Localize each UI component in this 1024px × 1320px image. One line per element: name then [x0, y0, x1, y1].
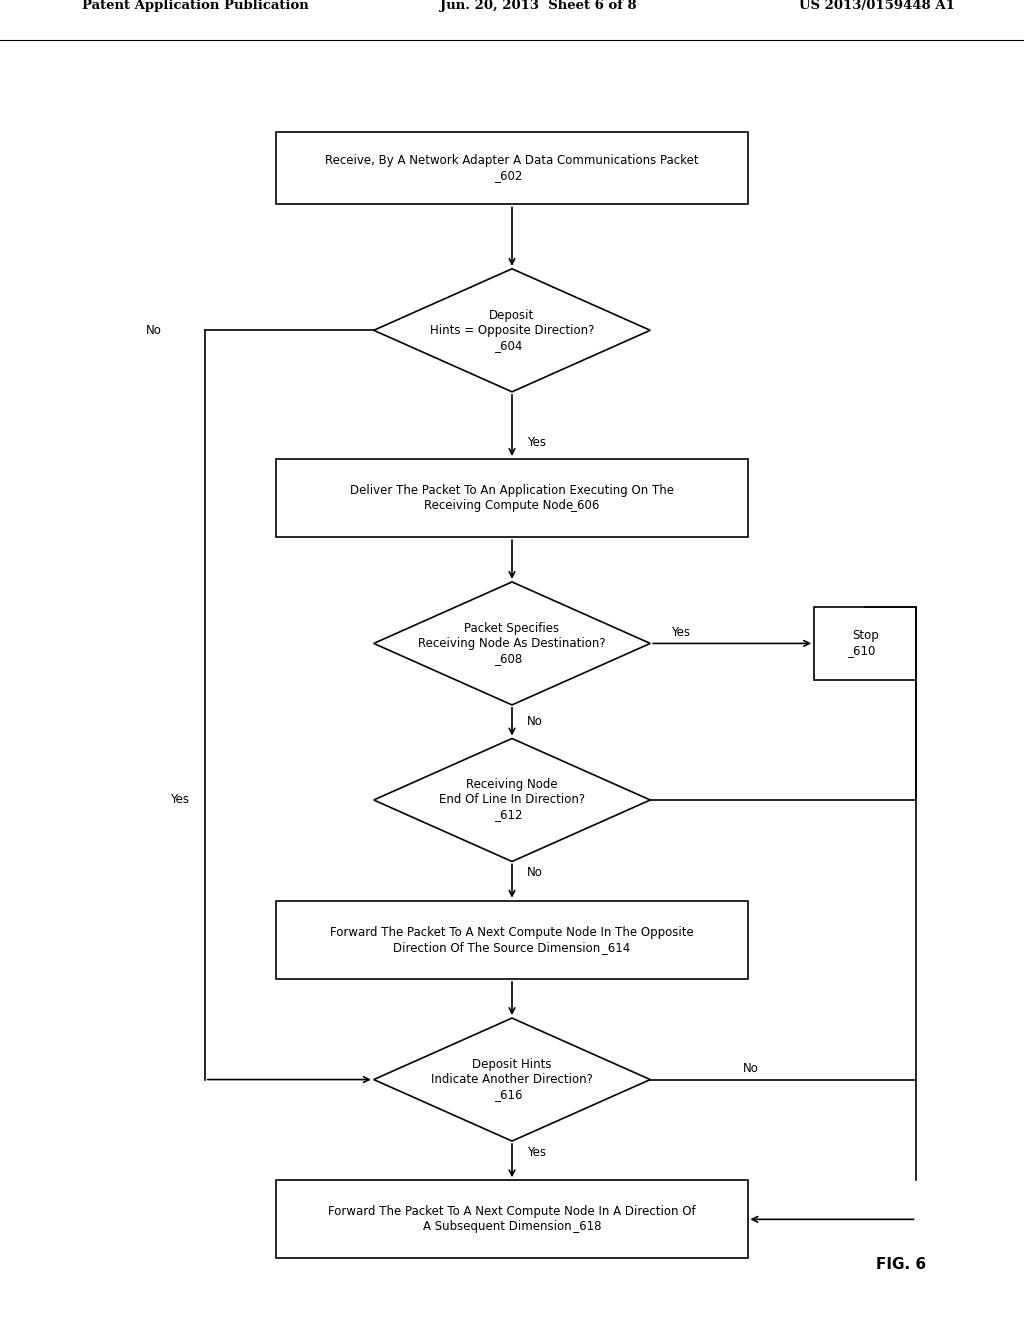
FancyBboxPatch shape [814, 607, 916, 680]
Text: Receive, By A Network Adapter A Data Communications Packet
̲602: Receive, By A Network Adapter A Data Com… [326, 154, 698, 182]
Text: Deposit
Hints = Opposite Direction?
̲604: Deposit Hints = Opposite Direction? ̲604 [430, 309, 594, 352]
FancyBboxPatch shape [276, 459, 748, 537]
Text: Yes: Yes [671, 626, 690, 639]
Text: Patent Application Publication: Patent Application Publication [82, 0, 308, 12]
Text: FIG. 6: FIG. 6 [877, 1257, 926, 1271]
Text: No: No [145, 323, 162, 337]
Polygon shape [374, 582, 650, 705]
Text: Packet Specifies
Receiving Node As Destination?
̲608: Packet Specifies Receiving Node As Desti… [418, 622, 606, 665]
Text: Deposit Hints
Indicate Another Direction?
̲616: Deposit Hints Indicate Another Direction… [431, 1059, 593, 1101]
Text: Yes: Yes [170, 793, 189, 807]
Text: Receiving Node
End Of Line In Direction?
̲612: Receiving Node End Of Line In Direction?… [439, 779, 585, 821]
Text: Deliver The Packet To An Application Executing On The
Receiving Compute Node ̲60: Deliver The Packet To An Application Exe… [350, 484, 674, 512]
Polygon shape [374, 269, 650, 392]
Text: No: No [527, 866, 544, 879]
Text: Forward The Packet To A Next Compute Node In A Direction Of
A Subsequent Dimensi: Forward The Packet To A Next Compute Nod… [328, 1205, 696, 1233]
Text: No: No [527, 715, 544, 729]
Text: Stop
̲610: Stop ̲610 [852, 630, 879, 657]
Text: Jun. 20, 2013  Sheet 6 of 8: Jun. 20, 2013 Sheet 6 of 8 [440, 0, 637, 12]
Text: Forward The Packet To A Next Compute Node In The Opposite
Direction Of The Sourc: Forward The Packet To A Next Compute Nod… [330, 925, 694, 954]
FancyBboxPatch shape [276, 1180, 748, 1258]
FancyBboxPatch shape [276, 900, 748, 979]
Polygon shape [374, 738, 650, 862]
Text: Yes: Yes [527, 436, 547, 449]
Text: No: No [742, 1061, 759, 1074]
FancyBboxPatch shape [276, 132, 748, 205]
Text: Yes: Yes [527, 1146, 547, 1159]
Polygon shape [374, 1018, 650, 1140]
Text: US 2013/0159448 A1: US 2013/0159448 A1 [799, 0, 954, 12]
